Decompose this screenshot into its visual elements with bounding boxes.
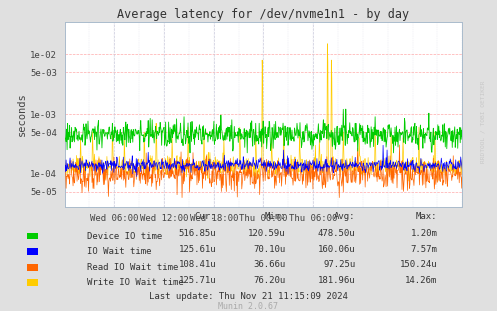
Text: 97.25u: 97.25u: [323, 260, 355, 269]
Text: Munin 2.0.67: Munin 2.0.67: [219, 301, 278, 310]
Text: Max:: Max:: [416, 212, 437, 221]
Text: 181.96u: 181.96u: [318, 276, 355, 285]
Text: 36.66u: 36.66u: [253, 260, 286, 269]
Text: Last update: Thu Nov 21 11:15:09 2024: Last update: Thu Nov 21 11:15:09 2024: [149, 292, 348, 301]
Text: 125.71u: 125.71u: [178, 276, 216, 285]
Text: 120.59u: 120.59u: [248, 229, 286, 238]
Text: IO Wait time: IO Wait time: [87, 247, 152, 256]
Text: 70.10u: 70.10u: [253, 244, 286, 253]
Text: Write IO Wait time: Write IO Wait time: [87, 278, 184, 287]
Text: Min:: Min:: [264, 212, 286, 221]
Text: 108.41u: 108.41u: [178, 260, 216, 269]
Text: 1.20m: 1.20m: [411, 229, 437, 238]
Text: 125.61u: 125.61u: [178, 244, 216, 253]
Text: RRDTOOL / TOBI OETIKER: RRDTOOL / TOBI OETIKER: [481, 80, 486, 163]
Y-axis label: seconds: seconds: [17, 92, 27, 136]
Text: Read IO Wait time: Read IO Wait time: [87, 263, 178, 272]
Text: 516.85u: 516.85u: [178, 229, 216, 238]
Title: Average latency for /dev/nvme1n1 - by day: Average latency for /dev/nvme1n1 - by da…: [117, 7, 410, 21]
Text: Avg:: Avg:: [334, 212, 355, 221]
Text: 7.57m: 7.57m: [411, 244, 437, 253]
Text: 150.24u: 150.24u: [400, 260, 437, 269]
Text: 76.20u: 76.20u: [253, 276, 286, 285]
Text: Cur:: Cur:: [195, 212, 216, 221]
Text: Device IO time: Device IO time: [87, 232, 162, 240]
Text: 160.06u: 160.06u: [318, 244, 355, 253]
Text: 478.50u: 478.50u: [318, 229, 355, 238]
Text: 14.26m: 14.26m: [405, 276, 437, 285]
